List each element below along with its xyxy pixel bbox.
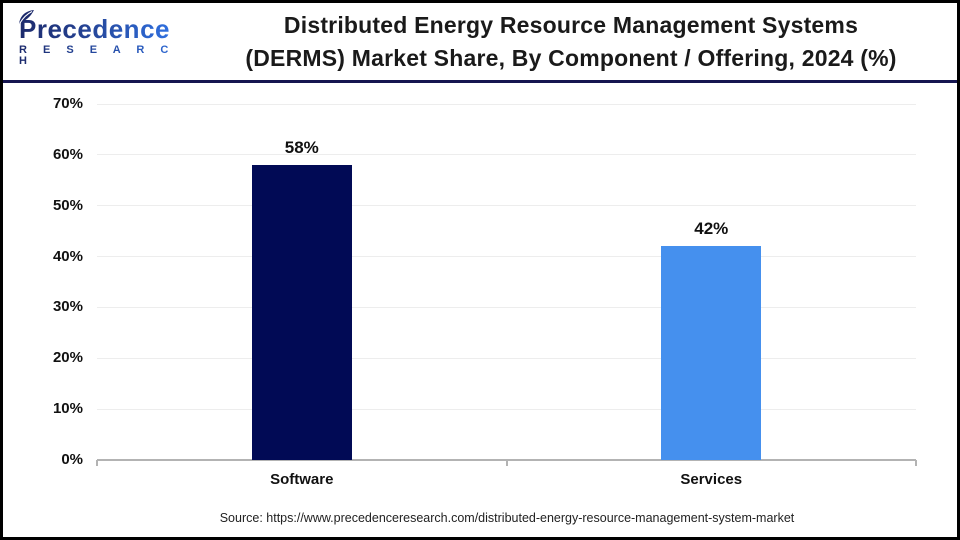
gridline-10 <box>97 408 916 410</box>
bar-value-label-services: 42% <box>694 219 729 239</box>
chart-title: Distributed Energy Resource Management S… <box>193 9 957 75</box>
y-tick-label-70: 70% <box>52 95 83 112</box>
gridline-50 <box>97 205 916 207</box>
logo-sub-text: R E S E A R C H <box>19 44 193 67</box>
y-tick-label-50: 50% <box>52 196 83 214</box>
bar-services <box>661 246 762 460</box>
x-category-label-services: Services <box>680 471 743 488</box>
gridline-70 <box>97 103 916 105</box>
bar-software <box>251 165 352 460</box>
precedence-logo: Precedence R E S E A R C H <box>3 9 193 68</box>
axis-tick <box>915 460 917 466</box>
logo-brand-text: Precedence <box>19 13 170 44</box>
chart-title-line2: (DERMS) Market Share, By Component / Off… <box>245 44 897 71</box>
x-category-label-software: Software <box>270 471 334 488</box>
gridline-40 <box>97 256 916 258</box>
axis-tick <box>96 460 98 466</box>
gridline-30 <box>97 306 916 308</box>
leaf-icon <box>17 9 35 29</box>
bar-value-label-software: 58% <box>284 138 319 158</box>
gridline-20 <box>97 357 916 359</box>
y-tick-label-10: 10% <box>52 400 83 418</box>
y-tick-label-60: 60% <box>52 145 83 163</box>
y-tick-label-20: 20% <box>52 349 83 367</box>
gridline-60 <box>97 154 916 156</box>
source-note: Source: https://www.precedenceresearch.c… <box>219 511 795 525</box>
y-tick-label-30: 30% <box>52 298 83 316</box>
plot-area: 0% 10% 20% 30% 40% 50% 60% 70% 58% Software 42% Ser… <box>3 3 957 537</box>
axis-tick <box>505 460 508 466</box>
header: Precedence R E S E A R C H Distributed E… <box>3 3 957 83</box>
chart-title-line1: Distributed Energy Resource Management S… <box>283 11 859 38</box>
y-tick-label-0: 0% <box>61 451 83 468</box>
y-tick-label-40: 40% <box>52 247 83 265</box>
